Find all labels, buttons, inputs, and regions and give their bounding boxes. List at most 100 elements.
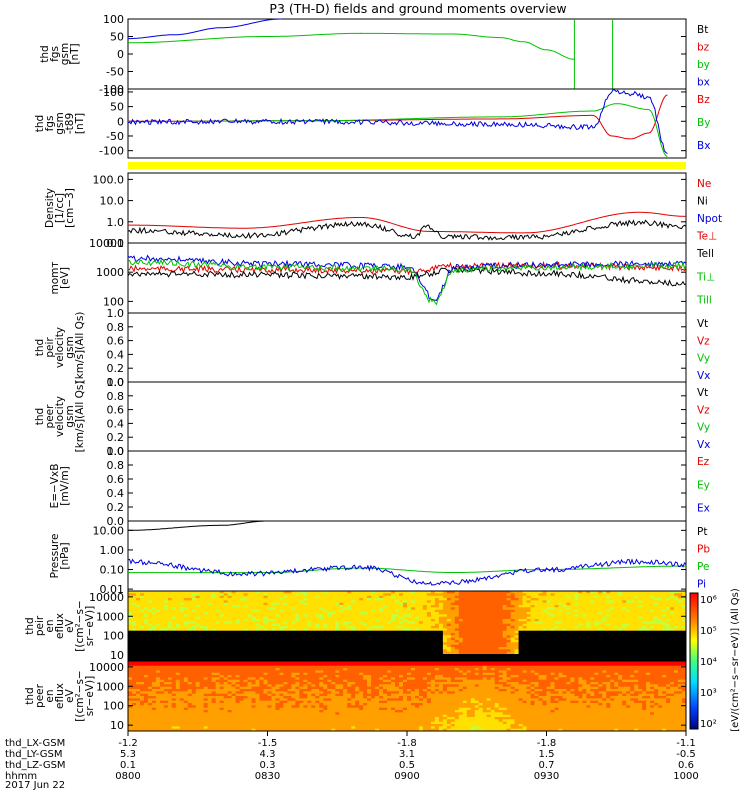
legend-entry: Bx [697, 140, 710, 152]
panel-4: 1.00.80.60.40.20.0thdpeirvelocitygsm[km/… [34, 307, 710, 389]
colorbar-tick: 10⁶ [700, 595, 717, 606]
y-tick-label: 0.8 [107, 459, 125, 472]
y-tick-label: -50 [106, 130, 124, 143]
y-tick-label: 1000 [96, 610, 124, 623]
legend-entry: Vz [697, 335, 710, 347]
x-row-value: 0.6 [678, 760, 694, 771]
x-row-value: 0900 [394, 771, 419, 782]
legend-entry: Vx [697, 370, 710, 382]
panel-5: 1.00.80.60.40.20.0thdpeervelocitygsm[km/… [34, 376, 710, 458]
panel-2: 100.0 10.0 1.0 0.1 Density[1/cc][cm−3] Ne Ni Np… [44, 172, 722, 250]
legend-entry: Vz [697, 404, 710, 416]
y-tick-label: 0.4 [107, 487, 125, 500]
legend-entry: bz [697, 42, 710, 54]
y-tick-label: 1000 [96, 680, 124, 693]
y-tick-label: 1.0 [107, 307, 125, 320]
y-tick-label: 0.2 [107, 362, 125, 375]
y-axis-label: gsm [54, 112, 66, 134]
y-tick-label: 0.6 [107, 404, 125, 417]
y-axis-label: thd [24, 687, 36, 704]
y-tick-label: -100 [99, 145, 124, 158]
x-row-value: 1000 [673, 771, 698, 782]
y-tick-label: 0.0 [107, 445, 125, 458]
panels: 100500-50-100thdfgsgsm[nT]Btbzbybx100500… [24, 13, 722, 732]
series-line-Pe [128, 565, 686, 574]
panel-8: 10000 1000 100 10 thdpeirenefluxeV[(cm²−s−sr… [24, 590, 687, 662]
y-axis-label: gsm [64, 336, 76, 358]
panel-7: 10.00 1.00 0.10 0.01 Pressure[nPa] Pt Pb Pe Pi [49, 520, 710, 596]
legend-entry: bx [697, 77, 710, 89]
y-axis-label: E=−VxB [49, 464, 61, 509]
y-axis-label: peir [44, 337, 56, 358]
legend-entry: Ex [697, 503, 710, 515]
legend-entry: Vx [697, 439, 710, 451]
x-row-name: thd_LX-GSM [5, 738, 65, 749]
y-tick-label: 0.01 [100, 583, 125, 596]
y-axis-label: sr−eV)] [84, 676, 96, 716]
legend-entry: Pt [697, 526, 707, 538]
series-line-Pt [128, 520, 268, 531]
y-axis-label: -t89 [64, 113, 76, 134]
panel-frame [127, 88, 687, 159]
y-tick-label: 100 [103, 86, 124, 99]
panel-3: 10000 1000 100 momт[eV] Tell Ti⊥ Till [49, 237, 715, 314]
legend-entry: Ti⊥ [696, 271, 715, 283]
y-axis-label: [km/s](All Qs) [74, 381, 86, 453]
series-line-Ne [128, 211, 686, 234]
y-axis-label: Density [44, 188, 56, 228]
y-axis-label: [km/s](All Qs) [74, 312, 86, 384]
x-row-name: thd_LY-GSM [5, 749, 62, 760]
y-axis-label: fgs [44, 116, 56, 132]
legend-entry: Ez [697, 456, 710, 468]
x-row-value: 0.7 [539, 760, 555, 771]
y-tick-label: 10 [110, 719, 124, 732]
series-line-Tell [127, 266, 687, 287]
y-axis-label: [(cm²−s− [74, 670, 86, 721]
y-tick-label: 1.0 [107, 376, 125, 389]
legend-entry: Bt [697, 24, 708, 36]
x-row-value: 5.3 [120, 749, 136, 760]
x-row-value: 0.5 [399, 760, 415, 771]
y-tick-label: 0.2 [107, 501, 125, 514]
heatmap-cells [128, 661, 687, 732]
colorbar-tick: 10⁵ [700, 626, 717, 637]
series-line-bx [128, 18, 282, 40]
heatmap-cells [128, 591, 687, 662]
y-axis-label: gsm [59, 43, 71, 65]
x-row-value: -0.5 [676, 749, 696, 760]
y-tick-label: 10000 [89, 237, 124, 250]
x-row-name: thd_LZ-GSM [5, 760, 66, 771]
legend-entry: Bz [697, 94, 710, 106]
legend-entry: Ni [697, 196, 708, 208]
panel-9: 10000 1000 100 10 thdpeerenefluxeV[(cm²−s−sr… [24, 660, 687, 732]
legend-entry: Till [696, 295, 712, 307]
y-tick-label: 0.8 [107, 390, 125, 403]
panel-frame [127, 312, 687, 383]
legend-entry: Npot [697, 213, 722, 225]
panel-frame [127, 450, 687, 522]
legend-entry: Vy [697, 353, 710, 365]
y-axis-label: [eV] [59, 267, 71, 289]
y-tick-label: 100.0 [93, 173, 125, 186]
y-axis-label: velocity [54, 327, 66, 368]
legend-entry: Vy [697, 422, 710, 434]
y-tick-label: 0 [117, 48, 124, 61]
legend-entry: Pe [697, 561, 709, 573]
y-tick-label: 0.8 [107, 321, 125, 334]
y-tick-label: 0.1 [107, 237, 125, 250]
y-axis-label: en [44, 689, 56, 702]
y-tick-label: 50 [110, 31, 124, 44]
y-tick-label: 1.0 [107, 445, 125, 458]
y-axis-label: velocity [54, 396, 66, 437]
colorbar-tick: 10² [700, 719, 717, 730]
y-axis-label: [mV/m] [59, 466, 71, 505]
legend-entry: Pi [697, 579, 706, 591]
y-tick-label: 10000 [89, 661, 124, 674]
y-tick-label: -50 [106, 66, 124, 79]
series-line-Bx [127, 88, 668, 155]
panel-frame [127, 18, 687, 90]
legend-entry: Vt [697, 318, 708, 330]
panel-frame [127, 242, 687, 314]
y-tick-label: 50 [110, 101, 124, 114]
